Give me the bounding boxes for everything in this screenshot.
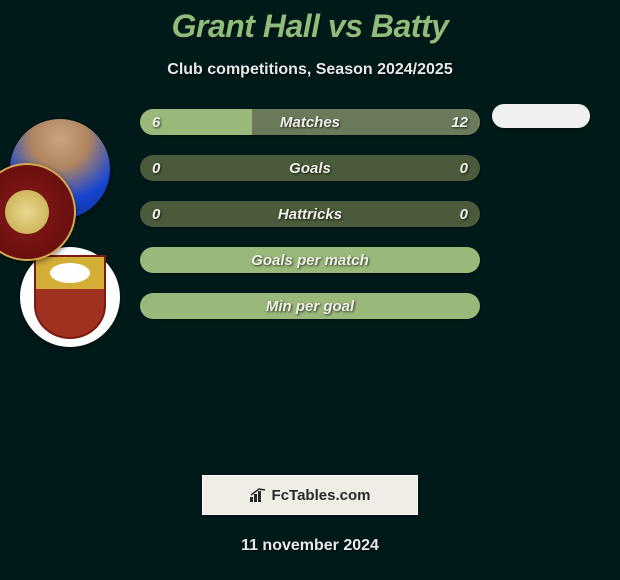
main-area: 6Matches120Goals00Hattricks0Goals per ma… bbox=[0, 119, 620, 217]
stat-bar: 0 Goals 0 bbox=[140, 155, 480, 181]
bar-value-left: 0 bbox=[152, 206, 160, 223]
bar-value-right: 12 bbox=[451, 114, 468, 131]
player-right-avatar bbox=[492, 104, 590, 128]
bar-label: Goals bbox=[289, 160, 331, 177]
page-subtitle: Club competitions, Season 2024/2025 bbox=[167, 61, 452, 79]
bar-value-left: 6 bbox=[152, 114, 160, 131]
bar-label: Hattricks bbox=[278, 206, 342, 223]
comparison-card: Grant Hall vs Batty Club competitions, S… bbox=[0, 0, 620, 580]
stat-bar: 6 Matches 12 bbox=[140, 109, 480, 135]
bar-label: Matches bbox=[280, 114, 340, 131]
club-left-badge bbox=[20, 247, 120, 347]
stat-bar: 0 Hattricks 0 bbox=[140, 201, 480, 227]
shield-icon bbox=[34, 255, 106, 339]
watermark: FcTables.com bbox=[202, 475, 418, 515]
chart-icon bbox=[250, 488, 268, 502]
stat-bar: Min per goal bbox=[140, 293, 480, 319]
bar-value-right: 0 bbox=[460, 206, 468, 223]
comparison-bars: 6 Matches 12 0 Goals 0 0 Hattricks 0 Goals per ma… bbox=[140, 109, 480, 319]
bar-value-left: 0 bbox=[152, 160, 160, 177]
stat-bar: Goals per match bbox=[140, 247, 480, 273]
bar-label: Goals per match bbox=[251, 252, 369, 269]
watermark-text: FcTables.com bbox=[272, 487, 371, 504]
crest-icon bbox=[5, 190, 49, 234]
page-title: Grant Hall vs Batty bbox=[172, 8, 449, 45]
bar-label: Min per goal bbox=[266, 298, 354, 315]
bar-value-right: 0 bbox=[460, 160, 468, 177]
footer-date: 11 november 2024 bbox=[241, 537, 379, 555]
